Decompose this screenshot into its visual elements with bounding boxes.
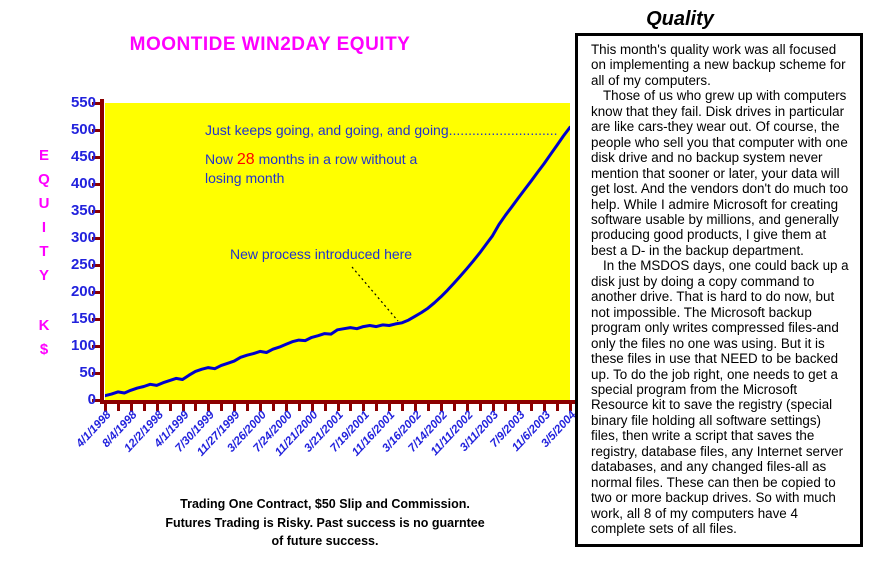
x-axis-tick [194,404,198,411]
quality-panel: This month's quality work was all focuse… [575,33,863,547]
x-axis-tick [401,404,405,411]
y-axis-unit-letter: $ [39,341,49,358]
y-axis-tick-label: 400 [70,175,96,192]
x-axis-tick [465,404,469,411]
y-axis-tick [92,156,100,159]
y-axis-title: E Q U I T Y K $ [34,144,54,362]
x-axis-tick [530,404,534,411]
annotation-new-process: New process introduced here [230,246,413,262]
x-axis-tick [452,404,456,411]
quality-paragraph-1: This month's quality work was all focuse… [591,42,846,88]
x-axis-tick [297,404,301,411]
y-axis-tick [92,318,100,321]
y-axis-tick [92,129,100,132]
y-axis-title-letter: I [41,219,47,236]
x-axis-tick [168,404,172,411]
y-axis-title-letter: Y [38,267,49,284]
x-axis-tick [233,404,237,411]
y-axis-tick [92,237,100,240]
y-axis-tick [92,264,100,267]
y-axis-title-letter: U [38,195,50,212]
plot-background [105,103,570,400]
annotation-month-count: 28 [236,151,255,168]
x-axis-tick [323,404,327,411]
x-axis-tick [388,404,392,411]
disclaimer-line-1: Trading One Contract, $50 Slip and Commi… [180,497,470,511]
x-axis-tick [349,404,353,411]
x-axis-tick [504,404,508,411]
y-axis-line [100,99,104,404]
y-axis-tick-label: 550 [70,94,96,111]
y-axis-tick-label: 500 [70,121,96,138]
quality-paragraph-3: In the MSDOS days, one could back up a d… [591,258,849,537]
x-axis-tick [284,404,288,411]
chart-title: MOONTIDE WIN2DAY EQUITY [129,34,411,55]
y-axis-tick-label: 250 [70,256,96,273]
x-axis-tick [375,404,379,411]
x-axis-tick [491,404,495,411]
annotation-just-keeps-going: Just keeps going, and going, and going..… [205,122,558,138]
y-axis-tick [92,210,100,213]
x-axis-tick [310,404,314,411]
x-axis-tick [207,404,211,411]
y-axis-tick-label: 0 [87,391,96,408]
chart-plot [105,103,570,400]
y-axis-title-letter: T [39,243,49,260]
x-axis-tick [104,404,107,411]
x-axis-tick [271,404,275,411]
annotation-months-in-a-row: Now 28 months in a row without a losing … [205,150,453,187]
annotation-now-suffix: months in a row without a losing month [205,151,418,186]
x-axis-tick [220,404,224,411]
x-axis-tick [129,404,133,411]
equity-curve [105,125,570,398]
x-axis-tick [426,404,430,411]
y-axis-unit-letter: K [38,317,50,334]
x-axis-tick [543,404,547,411]
y-axis-tick-label: 100 [70,337,96,354]
y-axis-tick-label: 300 [70,229,96,246]
annotation-pointer-line [351,266,399,322]
x-axis-tick [116,404,120,411]
x-axis-tick [569,404,572,411]
y-axis-tick [92,399,100,402]
y-axis-tick [92,291,100,294]
x-axis-tick [259,404,262,411]
y-axis-tick-label: 450 [70,148,96,165]
x-axis-tick [362,404,366,411]
y-axis-tick [92,345,100,348]
annotation-now-prefix: Now [205,151,237,167]
x-axis-tick [246,404,250,411]
quality-paragraph-2: Those of us who grew up with computers k… [591,88,849,258]
x-axis-tick [181,404,185,411]
x-axis-line [100,400,575,404]
y-axis-tick-label: 50 [79,364,96,381]
quality-panel-title: Quality [646,8,714,30]
y-axis-tick [92,183,100,186]
y-axis-title-letter: Q [38,171,50,188]
x-axis-tick [155,404,159,411]
y-axis-tick-label: 200 [70,283,96,300]
x-axis-tick [142,404,146,411]
x-axis-tick [556,404,560,411]
x-axis-tick [478,404,482,411]
disclaimer: Trading One Contract, $50 Slip and Commi… [95,495,555,551]
y-axis-tick-label: 350 [70,202,96,219]
x-axis-tick [336,404,340,411]
disclaimer-line-3: of future success. [271,534,379,548]
y-axis-tick [92,102,100,105]
y-axis-tick [92,372,100,375]
y-axis-tick-label: 150 [70,310,96,327]
disclaimer-line-2: Futures Trading is Risky. Past success i… [165,515,485,530]
y-axis-title-letter: E [38,147,49,164]
x-axis-tick [414,404,417,411]
x-axis-tick [517,404,521,411]
x-axis-tick [439,404,443,411]
